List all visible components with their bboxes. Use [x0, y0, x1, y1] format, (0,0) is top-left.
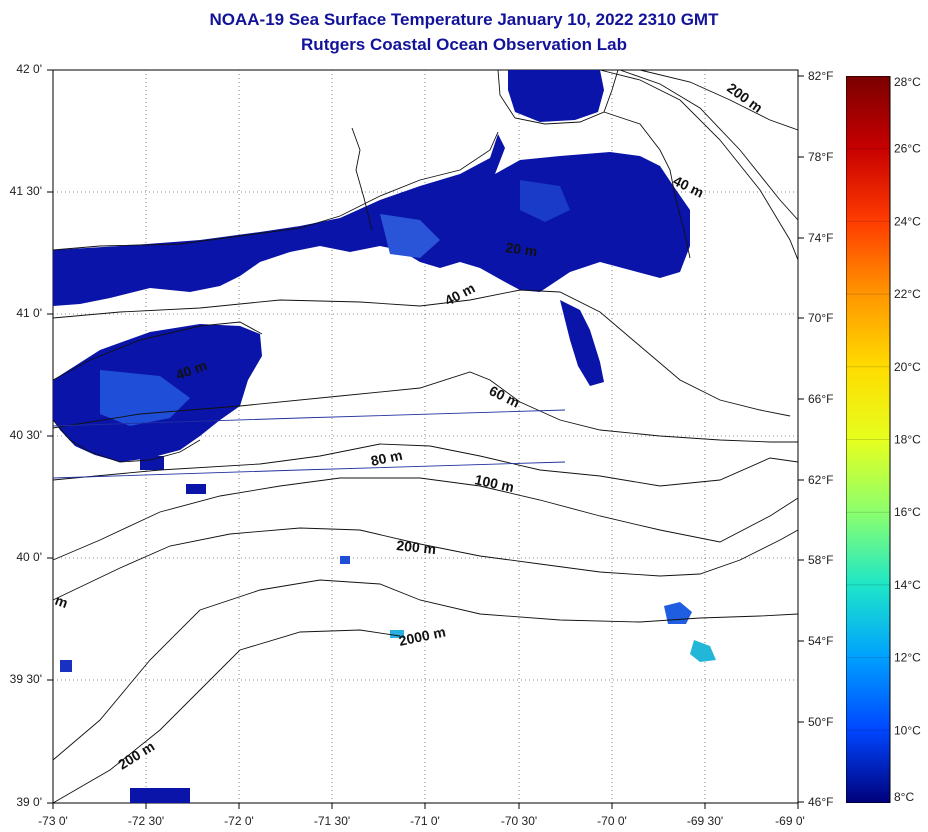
fahrenheit-label: 78°F — [808, 150, 834, 164]
chart-title: NOAA-19 Sea Surface Temperature January … — [209, 10, 719, 29]
celsius-label: 18°C — [894, 433, 921, 447]
sst-cold-patches — [53, 70, 716, 803]
celsius-label: 26°C — [894, 142, 921, 156]
lon-label: -70 0' — [597, 814, 627, 828]
celsius-label: 28°C — [894, 76, 921, 89]
celsius-label: 12°C — [894, 651, 921, 665]
bathymetry-contours — [52, 69, 799, 804]
fahrenheit-label: 66°F — [808, 392, 834, 406]
lat-label: 40 30' — [9, 428, 42, 442]
contour-label: 20 m — [505, 239, 539, 259]
lon-label: -72 0' — [224, 814, 254, 828]
coastline — [52, 69, 691, 463]
lat-label: 41 0' — [16, 306, 42, 320]
lon-label: -70 30' — [500, 814, 538, 828]
fahrenheit-label: 82°F — [808, 69, 834, 83]
celsius-label: 8°C — [894, 790, 914, 803]
celsius-label: 16°C — [894, 505, 921, 519]
celsius-label: 14°C — [894, 578, 921, 592]
fahrenheit-label: 54°F — [808, 634, 834, 648]
lon-label: -69 0' — [775, 814, 805, 828]
fahrenheit-label: 46°F — [808, 795, 834, 809]
lat-label: 41 30' — [9, 184, 42, 198]
lat-label: 42 0' — [16, 62, 42, 76]
colorbar-ramp — [846, 76, 891, 803]
lon-label: -69 30' — [686, 814, 724, 828]
lon-label: -71 0' — [410, 814, 440, 828]
lon-label: -73 0' — [38, 814, 68, 828]
lat-label: 40 0' — [16, 550, 42, 564]
lon-label: -72 30' — [127, 814, 165, 828]
fahrenheit-label: 74°F — [808, 231, 834, 245]
contour-label: 200 m — [396, 537, 437, 557]
celsius-label: 10°C — [894, 723, 921, 737]
celsius-label: 20°C — [894, 360, 921, 374]
contour-label: 80 m — [369, 447, 404, 469]
celsius-label: 24°C — [894, 214, 921, 228]
contour-label: m — [53, 592, 70, 611]
temperature-colorbar: 28°C 26°C 24°C 22°C 20°C 18°C 16°C 14°C 12°C 10°C… — [846, 76, 921, 803]
axis-ticks — [47, 69, 804, 809]
lon-label: -71 30' — [313, 814, 351, 828]
fahrenheit-label: 58°F — [808, 553, 834, 567]
fahrenheit-label: 50°F — [808, 715, 834, 729]
lat-label: 39 0' — [16, 795, 42, 809]
fahrenheit-label: 62°F — [808, 473, 834, 487]
chart-subtitle: Rutgers Coastal Ocean Observation Lab — [301, 35, 627, 54]
celsius-label: 22°C — [894, 287, 921, 301]
lat-label: 39 30' — [9, 672, 42, 686]
fahrenheit-label: 70°F — [808, 311, 834, 325]
